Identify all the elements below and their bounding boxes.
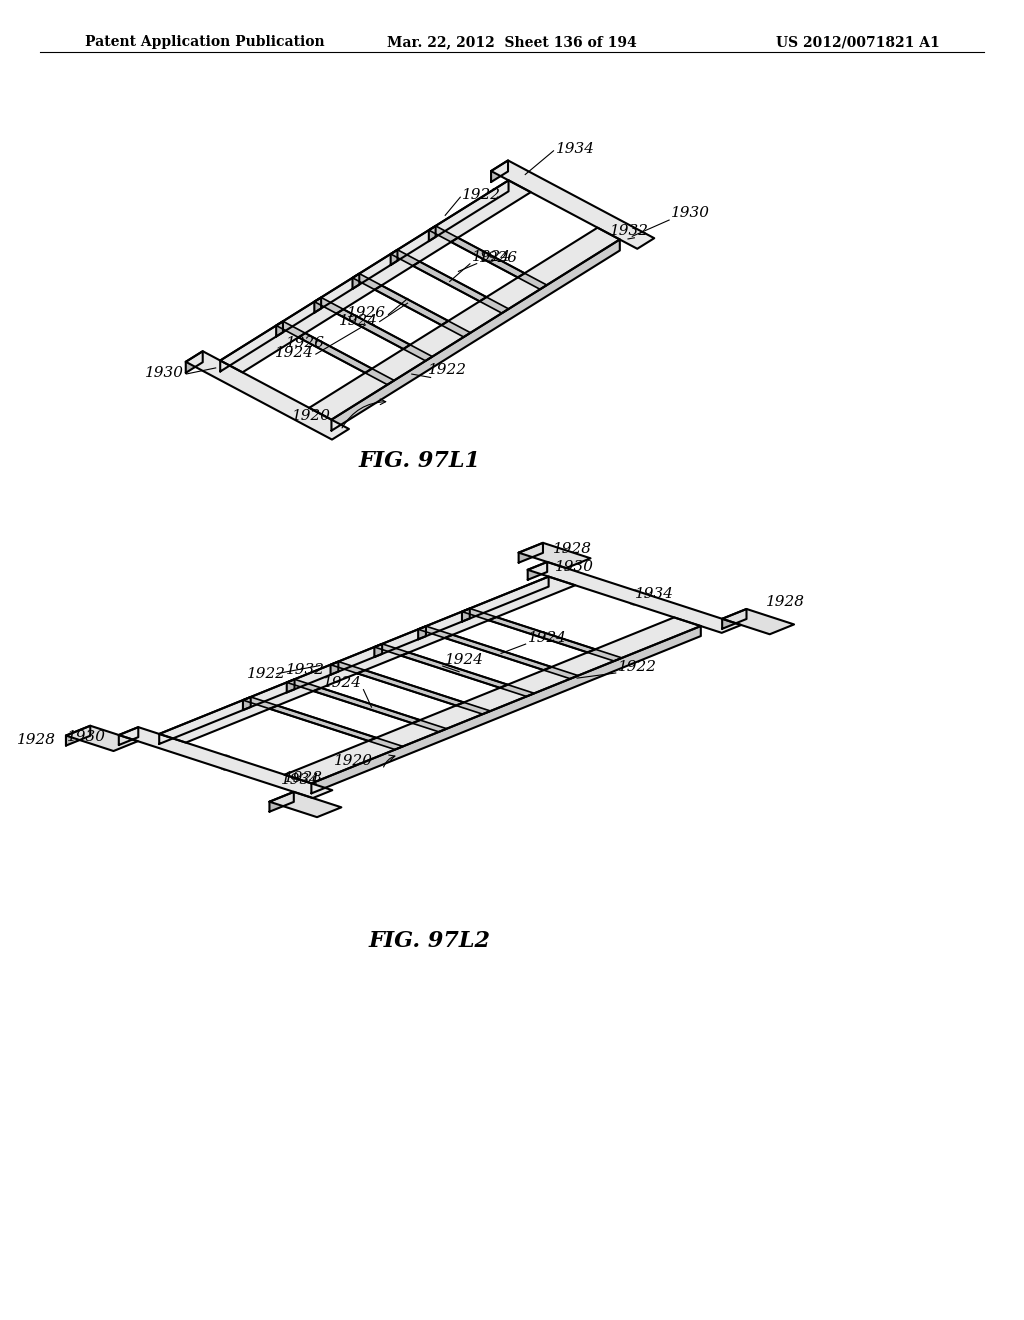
Text: 1930: 1930 bbox=[68, 730, 106, 743]
Text: 1926: 1926 bbox=[347, 306, 386, 321]
Text: 1922: 1922 bbox=[428, 363, 467, 378]
Polygon shape bbox=[159, 577, 549, 744]
Polygon shape bbox=[331, 661, 338, 675]
Polygon shape bbox=[276, 321, 283, 337]
Text: 1926: 1926 bbox=[286, 337, 325, 351]
Text: 1922: 1922 bbox=[462, 189, 502, 202]
Polygon shape bbox=[185, 351, 203, 372]
Text: US 2012/0071821 A1: US 2012/0071821 A1 bbox=[776, 36, 940, 49]
Polygon shape bbox=[287, 680, 446, 731]
Polygon shape bbox=[287, 680, 295, 693]
Polygon shape bbox=[722, 609, 794, 634]
Polygon shape bbox=[401, 652, 508, 688]
Polygon shape bbox=[357, 671, 464, 705]
Polygon shape bbox=[429, 226, 547, 289]
Polygon shape bbox=[269, 792, 341, 817]
Polygon shape bbox=[352, 273, 471, 337]
Text: 1934: 1934 bbox=[282, 772, 321, 787]
Polygon shape bbox=[314, 297, 322, 313]
Polygon shape bbox=[722, 609, 746, 628]
Text: 1928: 1928 bbox=[284, 771, 323, 785]
Text: 1920: 1920 bbox=[334, 754, 373, 768]
Polygon shape bbox=[185, 351, 349, 440]
Text: 1924: 1924 bbox=[444, 653, 483, 667]
Polygon shape bbox=[159, 577, 575, 743]
Polygon shape bbox=[313, 688, 420, 723]
Polygon shape bbox=[276, 321, 394, 384]
Polygon shape bbox=[488, 618, 595, 652]
Polygon shape bbox=[391, 249, 509, 313]
Polygon shape bbox=[492, 161, 508, 182]
Text: FIG. 97L1: FIG. 97L1 bbox=[359, 450, 481, 473]
Text: 1934: 1934 bbox=[556, 141, 595, 156]
Polygon shape bbox=[452, 238, 524, 277]
Text: 1930: 1930 bbox=[145, 366, 184, 380]
Text: 1934: 1934 bbox=[635, 587, 674, 601]
Text: Patent Application Publication: Patent Application Publication bbox=[85, 36, 325, 49]
Polygon shape bbox=[413, 261, 486, 301]
Polygon shape bbox=[337, 309, 411, 348]
Polygon shape bbox=[314, 297, 432, 360]
Polygon shape bbox=[391, 249, 397, 265]
Polygon shape bbox=[462, 609, 622, 661]
Text: 1932: 1932 bbox=[610, 224, 649, 238]
Text: 1932: 1932 bbox=[287, 663, 326, 677]
Polygon shape bbox=[375, 644, 535, 697]
Polygon shape bbox=[220, 181, 509, 371]
Polygon shape bbox=[243, 697, 251, 710]
Polygon shape bbox=[269, 792, 294, 812]
Polygon shape bbox=[518, 543, 591, 568]
Text: FIG. 97L2: FIG. 97L2 bbox=[369, 931, 490, 952]
Text: 1930: 1930 bbox=[554, 560, 594, 574]
Polygon shape bbox=[527, 562, 547, 579]
Polygon shape bbox=[352, 273, 359, 289]
Text: 1924: 1924 bbox=[274, 346, 313, 360]
Polygon shape bbox=[418, 626, 579, 678]
Polygon shape bbox=[527, 562, 741, 632]
Text: 1926: 1926 bbox=[478, 251, 518, 264]
Polygon shape bbox=[332, 239, 620, 430]
Polygon shape bbox=[309, 227, 620, 420]
Polygon shape bbox=[285, 618, 700, 783]
Text: 1924: 1924 bbox=[527, 631, 566, 645]
Polygon shape bbox=[429, 226, 435, 242]
Text: 1928: 1928 bbox=[766, 594, 805, 609]
Polygon shape bbox=[269, 706, 376, 741]
Polygon shape bbox=[220, 181, 530, 372]
Text: 1920: 1920 bbox=[292, 409, 331, 424]
Text: 1924: 1924 bbox=[323, 676, 361, 689]
Polygon shape bbox=[311, 626, 700, 793]
Polygon shape bbox=[331, 661, 490, 714]
Polygon shape bbox=[66, 726, 138, 751]
Text: 1924: 1924 bbox=[339, 314, 378, 327]
Polygon shape bbox=[298, 333, 372, 372]
Text: 1922: 1922 bbox=[617, 660, 656, 675]
Text: 1924: 1924 bbox=[472, 249, 511, 264]
Polygon shape bbox=[119, 727, 333, 799]
Polygon shape bbox=[119, 727, 138, 744]
Polygon shape bbox=[518, 543, 543, 562]
Polygon shape bbox=[375, 285, 449, 325]
Polygon shape bbox=[492, 161, 654, 248]
Text: 1922: 1922 bbox=[247, 667, 286, 681]
Text: Mar. 22, 2012  Sheet 136 of 194: Mar. 22, 2012 Sheet 136 of 194 bbox=[387, 36, 637, 49]
Polygon shape bbox=[243, 697, 402, 750]
Text: 1928: 1928 bbox=[553, 543, 592, 556]
Text: 1928: 1928 bbox=[16, 733, 56, 747]
Polygon shape bbox=[418, 626, 426, 639]
Polygon shape bbox=[375, 644, 382, 657]
Text: 1930: 1930 bbox=[671, 206, 710, 220]
Polygon shape bbox=[462, 609, 470, 622]
Polygon shape bbox=[66, 726, 90, 746]
Polygon shape bbox=[444, 635, 552, 671]
